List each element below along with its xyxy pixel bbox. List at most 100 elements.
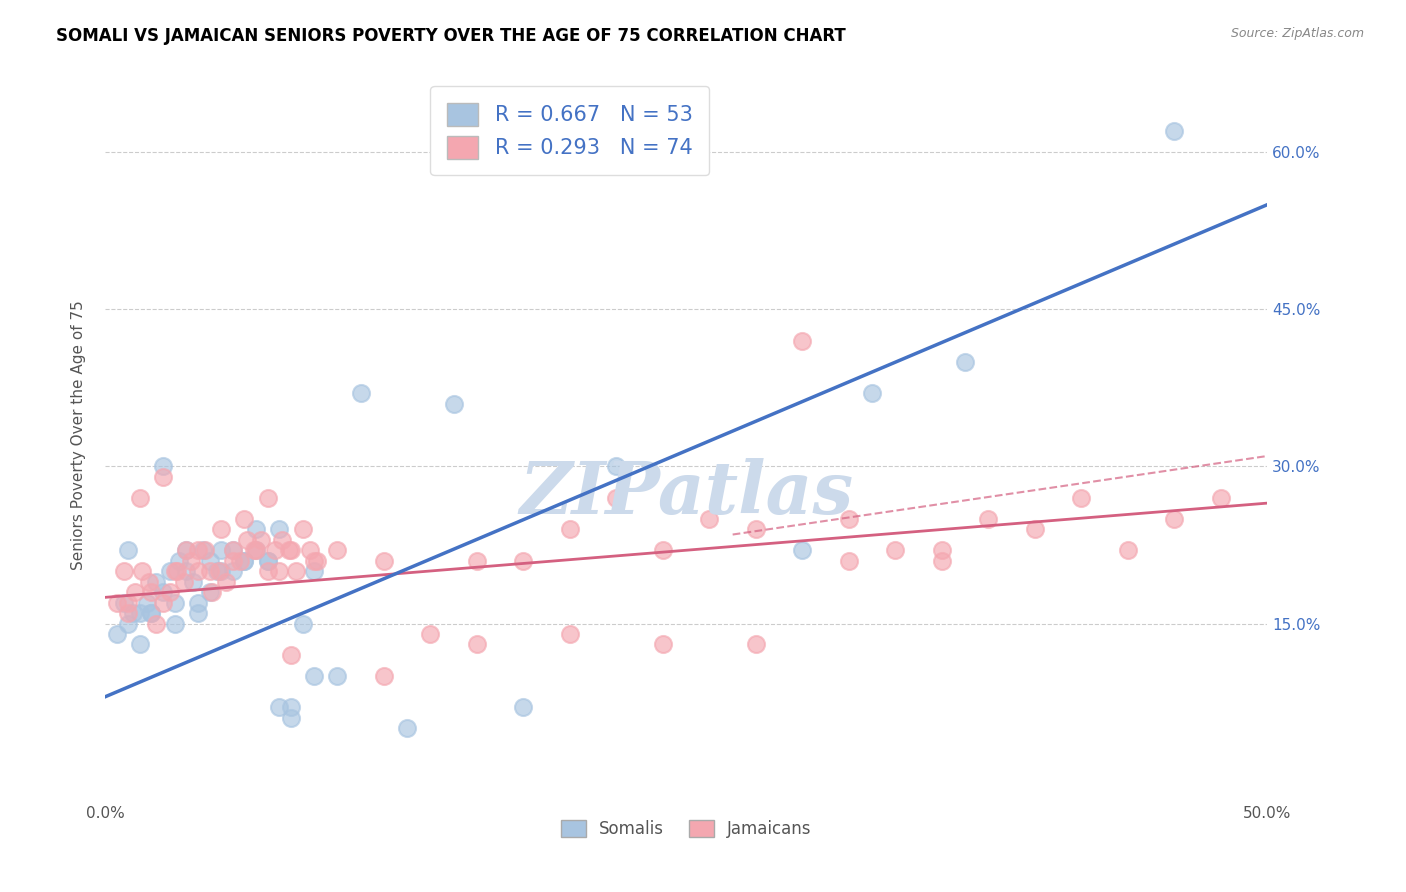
Point <box>176 543 198 558</box>
Point <box>180 554 202 568</box>
Point <box>302 554 325 568</box>
Point <box>191 543 214 558</box>
Point <box>953 355 976 369</box>
Point <box>222 543 245 558</box>
Point <box>263 543 285 558</box>
Text: ZIPatlas: ZIPatlas <box>519 458 853 529</box>
Point <box>298 543 321 558</box>
Point <box>117 606 139 620</box>
Point <box>745 522 768 536</box>
Y-axis label: Seniors Poverty Over the Age of 75: Seniors Poverty Over the Age of 75 <box>72 301 86 570</box>
Point <box>229 554 252 568</box>
Point <box>651 638 673 652</box>
Point <box>173 574 195 589</box>
Point <box>443 397 465 411</box>
Point <box>558 627 581 641</box>
Point <box>124 585 146 599</box>
Point <box>233 554 256 568</box>
Point <box>236 533 259 547</box>
Point <box>396 721 419 735</box>
Point <box>465 638 488 652</box>
Point <box>931 543 953 558</box>
Point <box>256 554 278 568</box>
Point <box>1163 512 1185 526</box>
Point <box>183 574 205 589</box>
Point <box>1116 543 1139 558</box>
Point <box>117 596 139 610</box>
Point <box>152 470 174 484</box>
Text: Source: ZipAtlas.com: Source: ZipAtlas.com <box>1230 27 1364 40</box>
Point <box>122 606 145 620</box>
Point <box>350 386 373 401</box>
Point <box>176 543 198 558</box>
Point <box>128 606 150 620</box>
Point <box>135 596 157 610</box>
Point <box>512 554 534 568</box>
Point <box>269 564 291 578</box>
Point <box>931 554 953 568</box>
Point <box>176 564 198 578</box>
Point <box>269 700 291 714</box>
Point <box>419 627 441 641</box>
Point <box>105 627 128 641</box>
Point <box>373 669 395 683</box>
Point <box>1209 491 1232 505</box>
Point <box>838 554 860 568</box>
Point <box>249 533 271 547</box>
Point <box>187 543 209 558</box>
Point <box>208 564 231 578</box>
Point <box>194 543 217 558</box>
Point <box>284 564 307 578</box>
Point <box>792 334 814 348</box>
Point <box>280 711 302 725</box>
Point <box>245 543 267 558</box>
Point <box>112 564 135 578</box>
Point <box>105 596 128 610</box>
Point <box>792 543 814 558</box>
Point <box>291 522 314 536</box>
Point <box>745 638 768 652</box>
Point <box>163 564 186 578</box>
Point <box>152 585 174 599</box>
Point <box>187 596 209 610</box>
Point <box>198 585 221 599</box>
Text: SOMALI VS JAMAICAN SENIORS POVERTY OVER THE AGE OF 75 CORRELATION CHART: SOMALI VS JAMAICAN SENIORS POVERTY OVER … <box>56 27 846 45</box>
Point <box>141 585 163 599</box>
Point <box>860 386 883 401</box>
Point <box>302 669 325 683</box>
Point <box>201 585 224 599</box>
Point <box>198 554 221 568</box>
Point <box>326 543 349 558</box>
Point <box>256 554 278 568</box>
Point <box>373 554 395 568</box>
Point <box>138 574 160 589</box>
Point <box>270 533 292 547</box>
Point <box>131 564 153 578</box>
Point <box>256 564 278 578</box>
Point <box>884 543 907 558</box>
Point <box>128 638 150 652</box>
Point <box>291 616 314 631</box>
Point <box>326 669 349 683</box>
Point <box>280 648 302 662</box>
Point <box>112 596 135 610</box>
Point <box>233 554 256 568</box>
Point <box>222 554 245 568</box>
Point <box>977 512 1000 526</box>
Point <box>651 543 673 558</box>
Point <box>145 574 167 589</box>
Point <box>166 564 188 578</box>
Point <box>145 616 167 631</box>
Point <box>152 596 174 610</box>
Legend: Somalis, Jamaicans: Somalis, Jamaicans <box>554 813 818 845</box>
Point <box>117 616 139 631</box>
Point <box>163 616 186 631</box>
Point <box>302 564 325 578</box>
Point <box>465 554 488 568</box>
Point <box>209 564 232 578</box>
Point <box>209 543 232 558</box>
Point <box>1024 522 1046 536</box>
Point <box>141 606 163 620</box>
Point <box>233 512 256 526</box>
Point <box>605 459 627 474</box>
